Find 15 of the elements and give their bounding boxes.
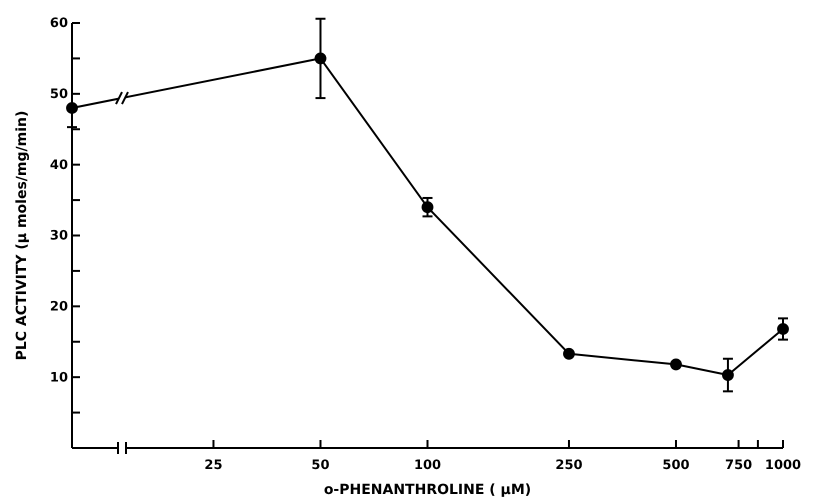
y-tick-label: 20 bbox=[50, 299, 68, 314]
y-axis-title: PLC ACTIVITY (µ moles/mg/min) bbox=[14, 110, 30, 360]
x-tick-label: 500 bbox=[662, 458, 690, 474]
x-tick-label: 50 bbox=[311, 458, 330, 474]
x-tick-label: 25 bbox=[204, 458, 223, 474]
x-tick-label: 100 bbox=[414, 458, 442, 474]
y-tick-label: 30 bbox=[50, 228, 68, 244]
x-tick-label: 250 bbox=[555, 458, 583, 474]
x-tick-label: 750 bbox=[725, 458, 752, 474]
y-tick-label: 60 bbox=[50, 16, 68, 32]
y-tick-label: 10 bbox=[50, 370, 68, 386]
x-axis-title: o-PHENANTHROLINE ( µM) bbox=[324, 482, 532, 498]
x-tick-label: 1000 bbox=[764, 458, 802, 474]
y-tick-label: 40 bbox=[50, 158, 68, 173]
y-tick-label: 50 bbox=[50, 86, 68, 102]
